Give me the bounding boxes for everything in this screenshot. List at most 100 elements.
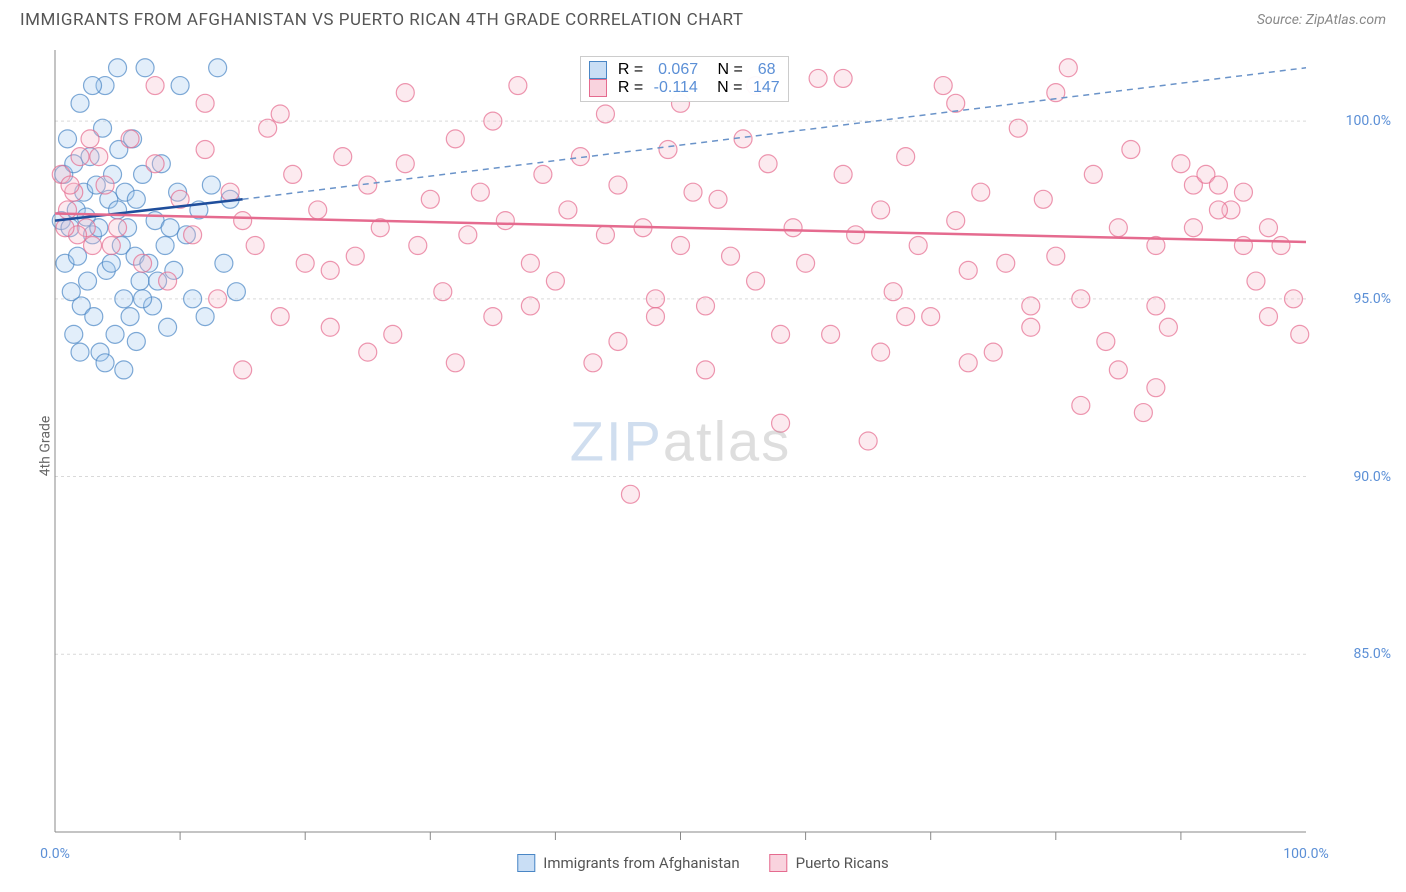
scatter-point (984, 343, 1002, 361)
scatter-point (1172, 155, 1190, 173)
scatter-point (722, 247, 740, 265)
scatter-point (922, 308, 940, 326)
scatter-point (271, 105, 289, 123)
scatter-point (446, 130, 464, 148)
scatter-point (359, 343, 377, 361)
scatter-point (121, 130, 139, 148)
legend-swatch (589, 61, 607, 79)
stats-legend-box: R = 0.067 N = 68 R = -0.114 N = 147 (580, 56, 788, 102)
scatter-point (271, 308, 289, 326)
scatter-point (84, 77, 102, 95)
scatter-point (797, 254, 815, 272)
chart-title: IMMIGRANTS FROM AFGHANISTAN VS PUERTO RI… (20, 10, 744, 30)
scatter-point (1259, 308, 1277, 326)
scatter-point (434, 283, 452, 301)
scatter-point (69, 247, 87, 265)
stat-r-value: -0.114 (654, 79, 698, 97)
legend-label: Puerto Ricans (796, 854, 889, 872)
scatter-point (484, 308, 502, 326)
scatter-point (496, 212, 514, 230)
stats-row: R = 0.067 N = 68 (589, 61, 779, 79)
scatter-point (509, 77, 527, 95)
scatter-point (90, 148, 108, 166)
header-bar: IMMIGRANTS FROM AFGHANISTAN VS PUERTO RI… (0, 0, 1406, 30)
bottom-legend: Immigrants from Afghanistan Puerto Ricans (517, 854, 888, 872)
scatter-point (115, 290, 133, 308)
scatter-point (234, 212, 252, 230)
scatter-point (396, 155, 414, 173)
legend-item: Immigrants from Afghanistan (517, 854, 739, 872)
scatter-point (346, 247, 364, 265)
scatter-point (1097, 332, 1115, 350)
scatter-point (897, 308, 915, 326)
scatter-point (822, 325, 840, 343)
scatter-point (1159, 318, 1177, 336)
scatter-point (1209, 201, 1227, 219)
scatter-point (459, 226, 477, 244)
scatter-point (1109, 219, 1127, 237)
scatter-point (409, 237, 427, 255)
scatter-point (759, 155, 777, 173)
scatter-point (959, 354, 977, 372)
scatter-point (246, 237, 264, 255)
scatter-point (834, 69, 852, 87)
scatter-point (1084, 165, 1102, 183)
scatter-point (84, 237, 102, 255)
scatter-point (1072, 290, 1090, 308)
scatter-point (947, 94, 965, 112)
scatter-point (109, 59, 127, 77)
scatter-point (747, 272, 765, 290)
scatter-point (521, 254, 539, 272)
scatter-point (234, 361, 252, 379)
scatter-point (209, 290, 227, 308)
scatter-point (85, 308, 103, 326)
scatter-point (596, 226, 614, 244)
scatter-point (184, 226, 202, 244)
scatter-point (259, 119, 277, 137)
scatter-point (102, 237, 120, 255)
scatter-point (1234, 183, 1252, 201)
scatter-point (884, 283, 902, 301)
scatter-point (159, 318, 177, 336)
y-axis-label: 4th Grade (37, 416, 53, 477)
scatter-point (772, 325, 790, 343)
scatter-point (972, 183, 990, 201)
y-tick-label: 100.0% (1346, 113, 1391, 129)
scatter-point (127, 332, 145, 350)
scatter-point (227, 283, 245, 301)
scatter-point (1022, 318, 1040, 336)
scatter-point (471, 183, 489, 201)
scatter-point (196, 308, 214, 326)
scatter-point (421, 190, 439, 208)
scatter-point (609, 176, 627, 194)
stat-n-value: 147 (753, 79, 780, 97)
scatter-point (947, 212, 965, 230)
scatter-point (121, 308, 139, 326)
stat-n-value: 68 (753, 61, 775, 79)
scatter-point (146, 155, 164, 173)
scatter-point (156, 237, 174, 255)
scatter-point (1184, 219, 1202, 237)
legend-swatch (770, 854, 788, 872)
scatter-point (59, 130, 77, 148)
scatter-point (872, 343, 890, 361)
scatter-point (909, 237, 927, 255)
stats-row: R = -0.114 N = 147 (589, 79, 779, 97)
scatter-point (71, 94, 89, 112)
source-label: Source: ZipAtlas.com (1257, 12, 1386, 28)
scatter-point (1147, 297, 1165, 315)
scatter-point (334, 148, 352, 166)
stat-r-value: 0.067 (654, 61, 698, 79)
scatter-point (127, 190, 145, 208)
scatter-point (1122, 141, 1140, 159)
scatter-point (284, 165, 302, 183)
scatter-point (71, 343, 89, 361)
scatter-point (106, 325, 124, 343)
scatter-point (109, 219, 127, 237)
scatter-point (134, 290, 152, 308)
scatter-point (159, 272, 177, 290)
x-tick-label: 100.0% (1283, 846, 1328, 862)
scatter-point (79, 272, 97, 290)
scatter-point (59, 201, 77, 219)
scatter-point (959, 261, 977, 279)
